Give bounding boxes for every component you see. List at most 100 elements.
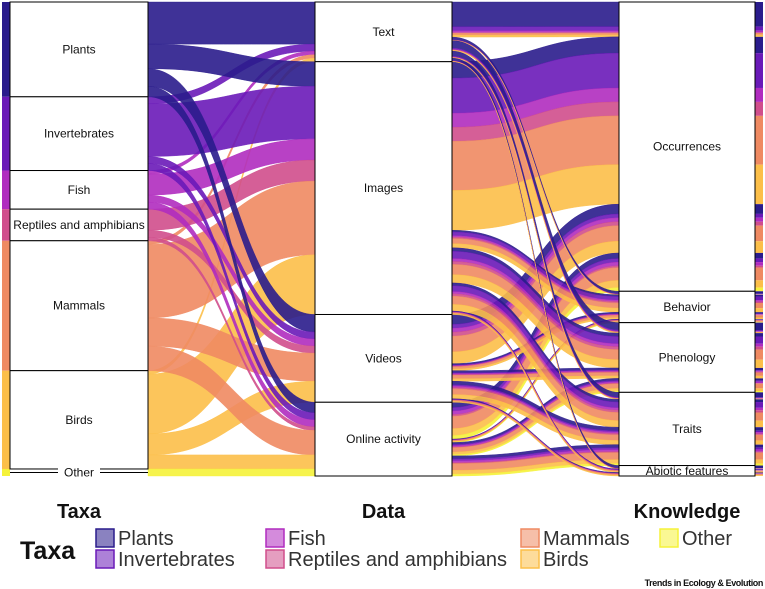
knowledge-edge-strip: [755, 463, 763, 466]
knowledge-edge-strip: [755, 434, 763, 441]
knowledge-edge-strip: [755, 314, 763, 315]
node-label-images: Images: [364, 181, 403, 195]
legend-label-birds: Birds: [543, 549, 589, 571]
knowledge-edge-strip: [755, 399, 763, 403]
knowledge-edge-strip: [755, 469, 763, 471]
knowledge-edge-strip: [755, 430, 763, 433]
knowledge-edge-strip: [755, 296, 763, 301]
knowledge-edge-strip: [755, 36, 763, 54]
flow-text-to-occurrences: [451, 34, 620, 38]
knowledge-edge-strip: [755, 378, 763, 381]
legend-title: Taxa: [20, 537, 76, 565]
node-videos: [314, 313, 453, 403]
knowledge-edge-strip: [755, 204, 763, 214]
knowledge-edge-strip: [755, 444, 763, 448]
node-label-abiotic-features: Abiotic features: [646, 464, 729, 478]
node-label-text: Text: [372, 25, 395, 39]
knowledge-edge-strip: [755, 371, 763, 373]
knowledge-edge-strip: [755, 265, 763, 268]
node-label-birds: Birds: [65, 413, 92, 427]
knowledge-edge-strip: [755, 331, 763, 333]
knowledge-edge-strip: [755, 320, 763, 322]
legend-label-mammals: Mammals: [543, 528, 630, 550]
taxa-edge-strip: [2, 96, 10, 171]
flow-layer: [2, 1, 763, 477]
knowledge-edge-strip: [755, 465, 763, 469]
knowledge-edge-strip: [755, 370, 763, 372]
flow-text-to-occurrences: [451, 1, 620, 27]
knowledge-edge-strip: [755, 300, 763, 302]
node-invertebrates: [9, 96, 149, 172]
node-label-traits: Traits: [672, 422, 702, 436]
knowledge-edge-strip: [755, 213, 763, 218]
taxa-edge-strip: [2, 240, 10, 371]
knowledge-edge-strip: [755, 315, 763, 318]
knowledge-edge-strip: [755, 381, 763, 384]
knowledge-edge-strip: [755, 475, 763, 476]
node-label-videos: Videos: [365, 351, 401, 365]
knowledge-edge-strip: [755, 452, 763, 460]
node-label-phenology: Phenology: [659, 351, 716, 365]
knowledge-edge-strip: [755, 372, 763, 376]
node-label-online-activity: Online activity: [346, 432, 421, 446]
axis-labels: Taxa Data Knowledge: [57, 501, 740, 523]
knowledge-edge-strip: [755, 367, 763, 371]
knowledge-edge-strip: [755, 308, 763, 313]
knowledge-edge-strip: [755, 349, 763, 360]
legend-swatch-fish: [265, 528, 285, 548]
node-images: [314, 61, 453, 315]
legend-swatch-invertebrates: [95, 549, 115, 569]
legend-swatch-other: [659, 528, 679, 548]
knowledge-edge-strip: [755, 291, 763, 294]
knowledge-edge-strip: [755, 87, 763, 102]
knowledge-edge-strip: [755, 262, 763, 266]
knowledge-edge-strip: [755, 359, 763, 368]
node-abiotic-features: [618, 465, 756, 477]
knowledge-edge-strip: [755, 294, 763, 297]
knowledge-edge-strip: [755, 407, 763, 411]
legend-label-other: Other: [682, 528, 732, 550]
node-plants: [9, 1, 149, 98]
legend-label-fish: Fish: [288, 528, 326, 550]
knowledge-edge-strip: [755, 391, 763, 393]
knowledge-edge-strip: [755, 225, 763, 242]
knowledge-edge-strip: [755, 115, 763, 165]
legend-label-reptiles-and-amphibians: Reptiles and amphibians: [288, 549, 507, 571]
knowledge-edge-strip: [755, 30, 763, 33]
knowledge-edge-strip: [755, 402, 763, 408]
knowledge-edge-strip: [755, 388, 763, 392]
taxa-edge-strip: [2, 468, 10, 476]
flow-text-to-occurrences: [451, 26, 620, 32]
knowledge-edge-strip: [755, 2, 763, 27]
knowledge-edge-strip: [755, 392, 763, 398]
taxa-edge-strip: [2, 2, 10, 97]
knowledge-edge-strip: [755, 410, 763, 413]
knowledge-edge-strip: [755, 474, 763, 476]
node-birds: [9, 370, 149, 470]
node-occurrences: [618, 1, 756, 292]
knowledge-edge-strip: [755, 314, 763, 316]
node-label-reptiles-and-amphibians: Reptiles and amphibians: [13, 218, 144, 232]
knowledge-edge-strip: [755, 280, 763, 288]
knowledge-edge-strip: [755, 336, 763, 344]
axis-label-taxa: Taxa: [57, 501, 102, 523]
node-label-plants: Plants: [62, 42, 95, 56]
knowledge-edge-strip: [755, 287, 763, 292]
node-label-other: Other: [64, 465, 94, 479]
node-text: [314, 1, 453, 63]
knowledge-edge-strip: [755, 241, 763, 253]
knowledge-edge-strip: [755, 459, 763, 464]
legend-swatch-birds: [520, 549, 540, 569]
node-fish: [9, 170, 149, 210]
knowledge-edge-strip: [755, 34, 763, 37]
taxa-edge-strip: [2, 209, 10, 241]
knowledge-edge-strip: [755, 470, 763, 472]
knowledge-edge-strip: [755, 302, 763, 309]
knowledge-edge-strip: [755, 449, 763, 452]
legend-swatch-plants: [95, 528, 115, 548]
axis-label-data: Data: [362, 501, 406, 523]
node-label-bg: [58, 466, 100, 479]
legend-swatch-reptiles-and-amphibians: [265, 549, 285, 569]
taxa-edge-strip: [2, 170, 10, 210]
